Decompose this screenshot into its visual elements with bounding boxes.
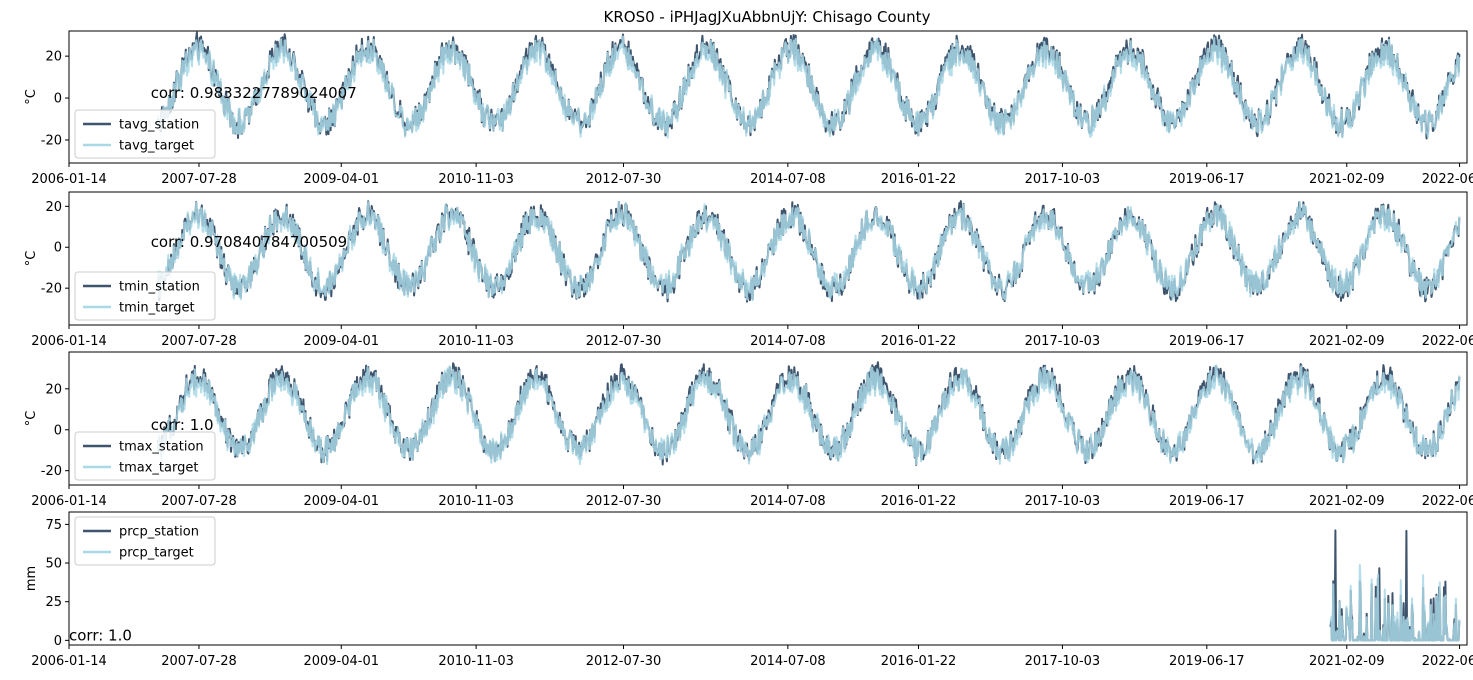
x-tick-label: 2006-01-14 — [31, 494, 107, 509]
x-tick-label: 2006-01-14 — [31, 654, 107, 669]
axes-frame — [68, 511, 1468, 646]
x-tick-label: 2021-02-09 — [1309, 334, 1385, 349]
panel-2: -20 0 20 2006-01-14 2007-07-28 2009-04-01 2010… — [24, 191, 1473, 349]
x-tick-label: 2022-06-10 — [1422, 654, 1473, 669]
panel-1: -20 0 20 2006-01-14 2007-07-28 2009-04-01 2010… — [24, 30, 1473, 187]
x-tick-label: 2014-07-08 — [750, 654, 826, 669]
y-tick-label: 20 — [45, 382, 62, 397]
y-tick-label: -20 — [41, 282, 62, 297]
x-tick-label: 2012-07-30 — [586, 334, 662, 349]
y-tick-label: -20 — [41, 464, 62, 479]
y-axis-label: °C — [24, 411, 39, 427]
figure-title: KROS0 - iPHJagJXuAbbnUjY: Chisago County — [604, 8, 931, 26]
legend: prcp_station prcp_target — [74, 516, 216, 566]
x-tick-label: 2014-07-08 — [750, 334, 826, 349]
tavg_target-line — [156, 35, 1461, 139]
x-tick-label: 2007-07-28 — [161, 654, 237, 669]
x-tick-label: 2019-06-17 — [1169, 494, 1245, 509]
tmin_target-line — [156, 200, 1461, 302]
x-tick-label: 2010-11-03 — [438, 494, 514, 509]
x-tick-label: 2021-02-09 — [1309, 172, 1385, 187]
y-tick-label: 0 — [54, 423, 62, 438]
x-tick-label: 2017-10-03 — [1025, 654, 1101, 669]
prcp_target-line — [1329, 563, 1461, 642]
x-tick-label: 2021-02-09 — [1309, 654, 1385, 669]
correlation-annotation: corr: 0.970840784700509 — [151, 233, 348, 251]
legend: tmax_station tmax_target — [74, 431, 216, 481]
y-tick-label: 25 — [45, 595, 62, 610]
x-tick-label: 2022-06-10 — [1422, 494, 1473, 509]
x-tick-label: 2014-07-08 — [750, 494, 826, 509]
y-axis-label: mm — [24, 566, 39, 591]
x-tick-label: 2009-04-01 — [303, 494, 379, 509]
y-tick-label: 20 — [45, 200, 62, 215]
x-tick-label: 2012-07-30 — [586, 654, 662, 669]
x-tick-label: 2010-11-03 — [438, 172, 514, 187]
y-tick-label: -20 — [41, 133, 62, 148]
x-tick-label: 2014-07-08 — [750, 172, 826, 187]
x-tick-label: 2017-10-03 — [1025, 334, 1101, 349]
legend: tavg_station tavg_target — [74, 109, 216, 159]
x-tick-label: 2016-01-22 — [881, 334, 957, 349]
x-tick-label: 2019-06-17 — [1169, 172, 1245, 187]
panel-3: -20 0 20 2006-01-14 2007-07-28 2009-04-01 2010… — [24, 351, 1473, 509]
legend-label: tmax_station — [119, 440, 204, 455]
x-tick-label: 2012-07-30 — [586, 494, 662, 509]
y-tick-label: 0 — [54, 241, 62, 256]
correlation-annotation: corr: 1.0 — [69, 626, 132, 644]
x-tick-label: 2010-11-03 — [438, 334, 514, 349]
y-axis-label: °C — [24, 251, 39, 267]
x-tick-label: 2009-04-01 — [303, 334, 379, 349]
x-tick-label: 2022-06-10 — [1422, 172, 1473, 187]
y-axis-label: °C — [24, 89, 39, 105]
legend-label: tavg_station — [119, 118, 199, 133]
y-tick-label: 0 — [54, 634, 62, 649]
x-tick-label: 2007-07-28 — [161, 172, 237, 187]
correlation-annotation: corr: 1.0 — [151, 416, 214, 434]
panel-4: 0 25 50 75 2006-01-14 2007-07-28 2009-04-01 201… — [24, 511, 1473, 669]
x-tick-label: 2010-11-03 — [438, 654, 514, 669]
legend-label: prcp_station — [119, 525, 199, 540]
legend-label: tmin_station — [119, 280, 200, 295]
x-tick-label: 2009-04-01 — [303, 654, 379, 669]
x-tick-label: 2022-06-10 — [1422, 334, 1473, 349]
x-tick-label: 2017-10-03 — [1025, 494, 1101, 509]
x-tick-label: 2017-10-03 — [1025, 172, 1101, 187]
x-tick-label: 2021-02-09 — [1309, 494, 1385, 509]
x-tick-label: 2009-04-01 — [303, 172, 379, 187]
tmax_target-line — [156, 364, 1461, 466]
x-tick-label: 2016-01-22 — [881, 494, 957, 509]
axes-frame — [68, 191, 1468, 326]
x-tick-label: 2007-07-28 — [161, 334, 237, 349]
correlation-annotation: corr: 0.9833227789024007 — [151, 84, 357, 102]
legend: tmin_station tmin_target — [74, 271, 216, 321]
y-tick-label: 75 — [45, 518, 62, 533]
x-tick-label: 2016-01-22 — [881, 172, 957, 187]
x-tick-label: 2016-01-22 — [881, 654, 957, 669]
y-tick-label: 0 — [54, 92, 62, 107]
y-tick-label: 50 — [45, 557, 62, 572]
x-tick-label: 2019-06-17 — [1169, 334, 1245, 349]
legend-label: prcp_target — [119, 546, 194, 561]
x-tick-label: 2006-01-14 — [31, 334, 107, 349]
x-tick-label: 2012-07-30 — [586, 172, 662, 187]
axes-frame — [68, 30, 1468, 164]
x-tick-label: 2007-07-28 — [161, 494, 237, 509]
x-tick-label: 2006-01-14 — [31, 172, 107, 187]
legend-label: tmax_target — [119, 461, 198, 476]
y-tick-label: 20 — [45, 50, 62, 65]
legend-label: tmin_target — [119, 301, 195, 316]
axes-frame — [68, 351, 1468, 486]
x-tick-label: 2019-06-17 — [1169, 654, 1245, 669]
legend-label: tavg_target — [119, 139, 194, 154]
